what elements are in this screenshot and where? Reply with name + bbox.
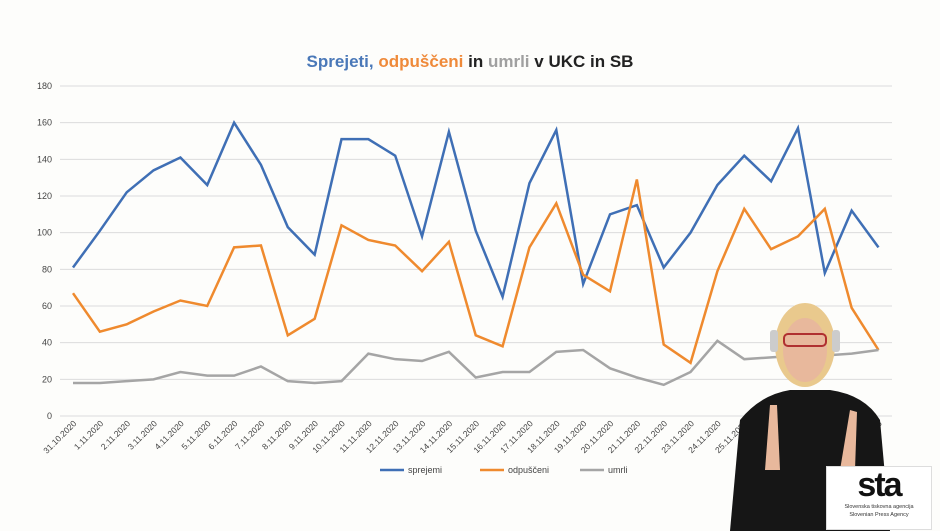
- y-tick-label: 20: [42, 374, 52, 384]
- y-tick-label: 60: [42, 301, 52, 311]
- legend-label: odpuščeni: [508, 465, 549, 475]
- series-line-sprejemi: [71, 120, 880, 301]
- chart-title: Sprejeti, odpuščeni in umrli v UKC in SB: [0, 52, 940, 72]
- y-tick-label: 180: [37, 81, 52, 91]
- y-tick-label: 160: [37, 118, 52, 128]
- logo-mark: sta: [857, 466, 902, 504]
- y-tick-label: 140: [37, 154, 52, 164]
- title-part: odpuščeni: [378, 52, 464, 71]
- logo-line2: Slovenian Press Agency: [849, 512, 909, 518]
- x-tick-label: 31.10.2020: [41, 418, 78, 455]
- y-tick-label: 40: [42, 338, 52, 348]
- series-line-umrli: [73, 339, 879, 387]
- legend-label: sprejemi: [408, 465, 442, 475]
- y-tick-label: 100: [37, 228, 52, 238]
- y-tick-label: 0: [47, 411, 52, 421]
- y-tick-label: 120: [37, 191, 52, 201]
- sta-logo: sta Slovenska tiskovna agencija Slovenia…: [826, 466, 932, 530]
- logo-line1: Slovenska tiskovna agencija: [844, 504, 914, 510]
- title-part: v UKC in SB: [534, 52, 634, 71]
- y-tick-label: 80: [42, 264, 52, 274]
- legend-label: umrli: [608, 465, 628, 475]
- title-part: Sprejeti,: [306, 52, 374, 71]
- title-part: umrli: [487, 52, 530, 71]
- title-part: in: [468, 52, 484, 71]
